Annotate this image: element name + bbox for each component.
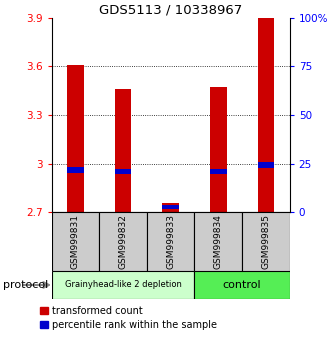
- Bar: [67, 167, 84, 173]
- Bar: [67, 65, 84, 212]
- Bar: [210, 87, 227, 212]
- Bar: [194, 271, 290, 299]
- Bar: [115, 169, 132, 174]
- Text: GSM999834: GSM999834: [214, 214, 223, 269]
- Bar: [257, 162, 274, 168]
- Bar: [162, 205, 179, 209]
- Text: GSM999831: GSM999831: [71, 214, 80, 269]
- Text: GSM999832: GSM999832: [119, 214, 128, 269]
- Bar: [52, 212, 99, 271]
- Bar: [99, 212, 147, 271]
- Text: protocol: protocol: [3, 280, 49, 290]
- Bar: [115, 89, 132, 212]
- Bar: [52, 271, 194, 299]
- Text: control: control: [223, 280, 261, 290]
- Bar: [242, 212, 290, 271]
- Text: GSM999833: GSM999833: [166, 214, 175, 269]
- Bar: [147, 212, 194, 271]
- Title: GDS5113 / 10338967: GDS5113 / 10338967: [99, 4, 242, 17]
- Bar: [194, 212, 242, 271]
- Bar: [257, 15, 274, 212]
- Text: Grainyhead-like 2 depletion: Grainyhead-like 2 depletion: [65, 280, 181, 290]
- Text: GSM999835: GSM999835: [261, 214, 270, 269]
- Bar: [162, 203, 179, 212]
- Bar: [210, 169, 227, 174]
- Legend: transformed count, percentile rank within the sample: transformed count, percentile rank withi…: [40, 306, 217, 330]
